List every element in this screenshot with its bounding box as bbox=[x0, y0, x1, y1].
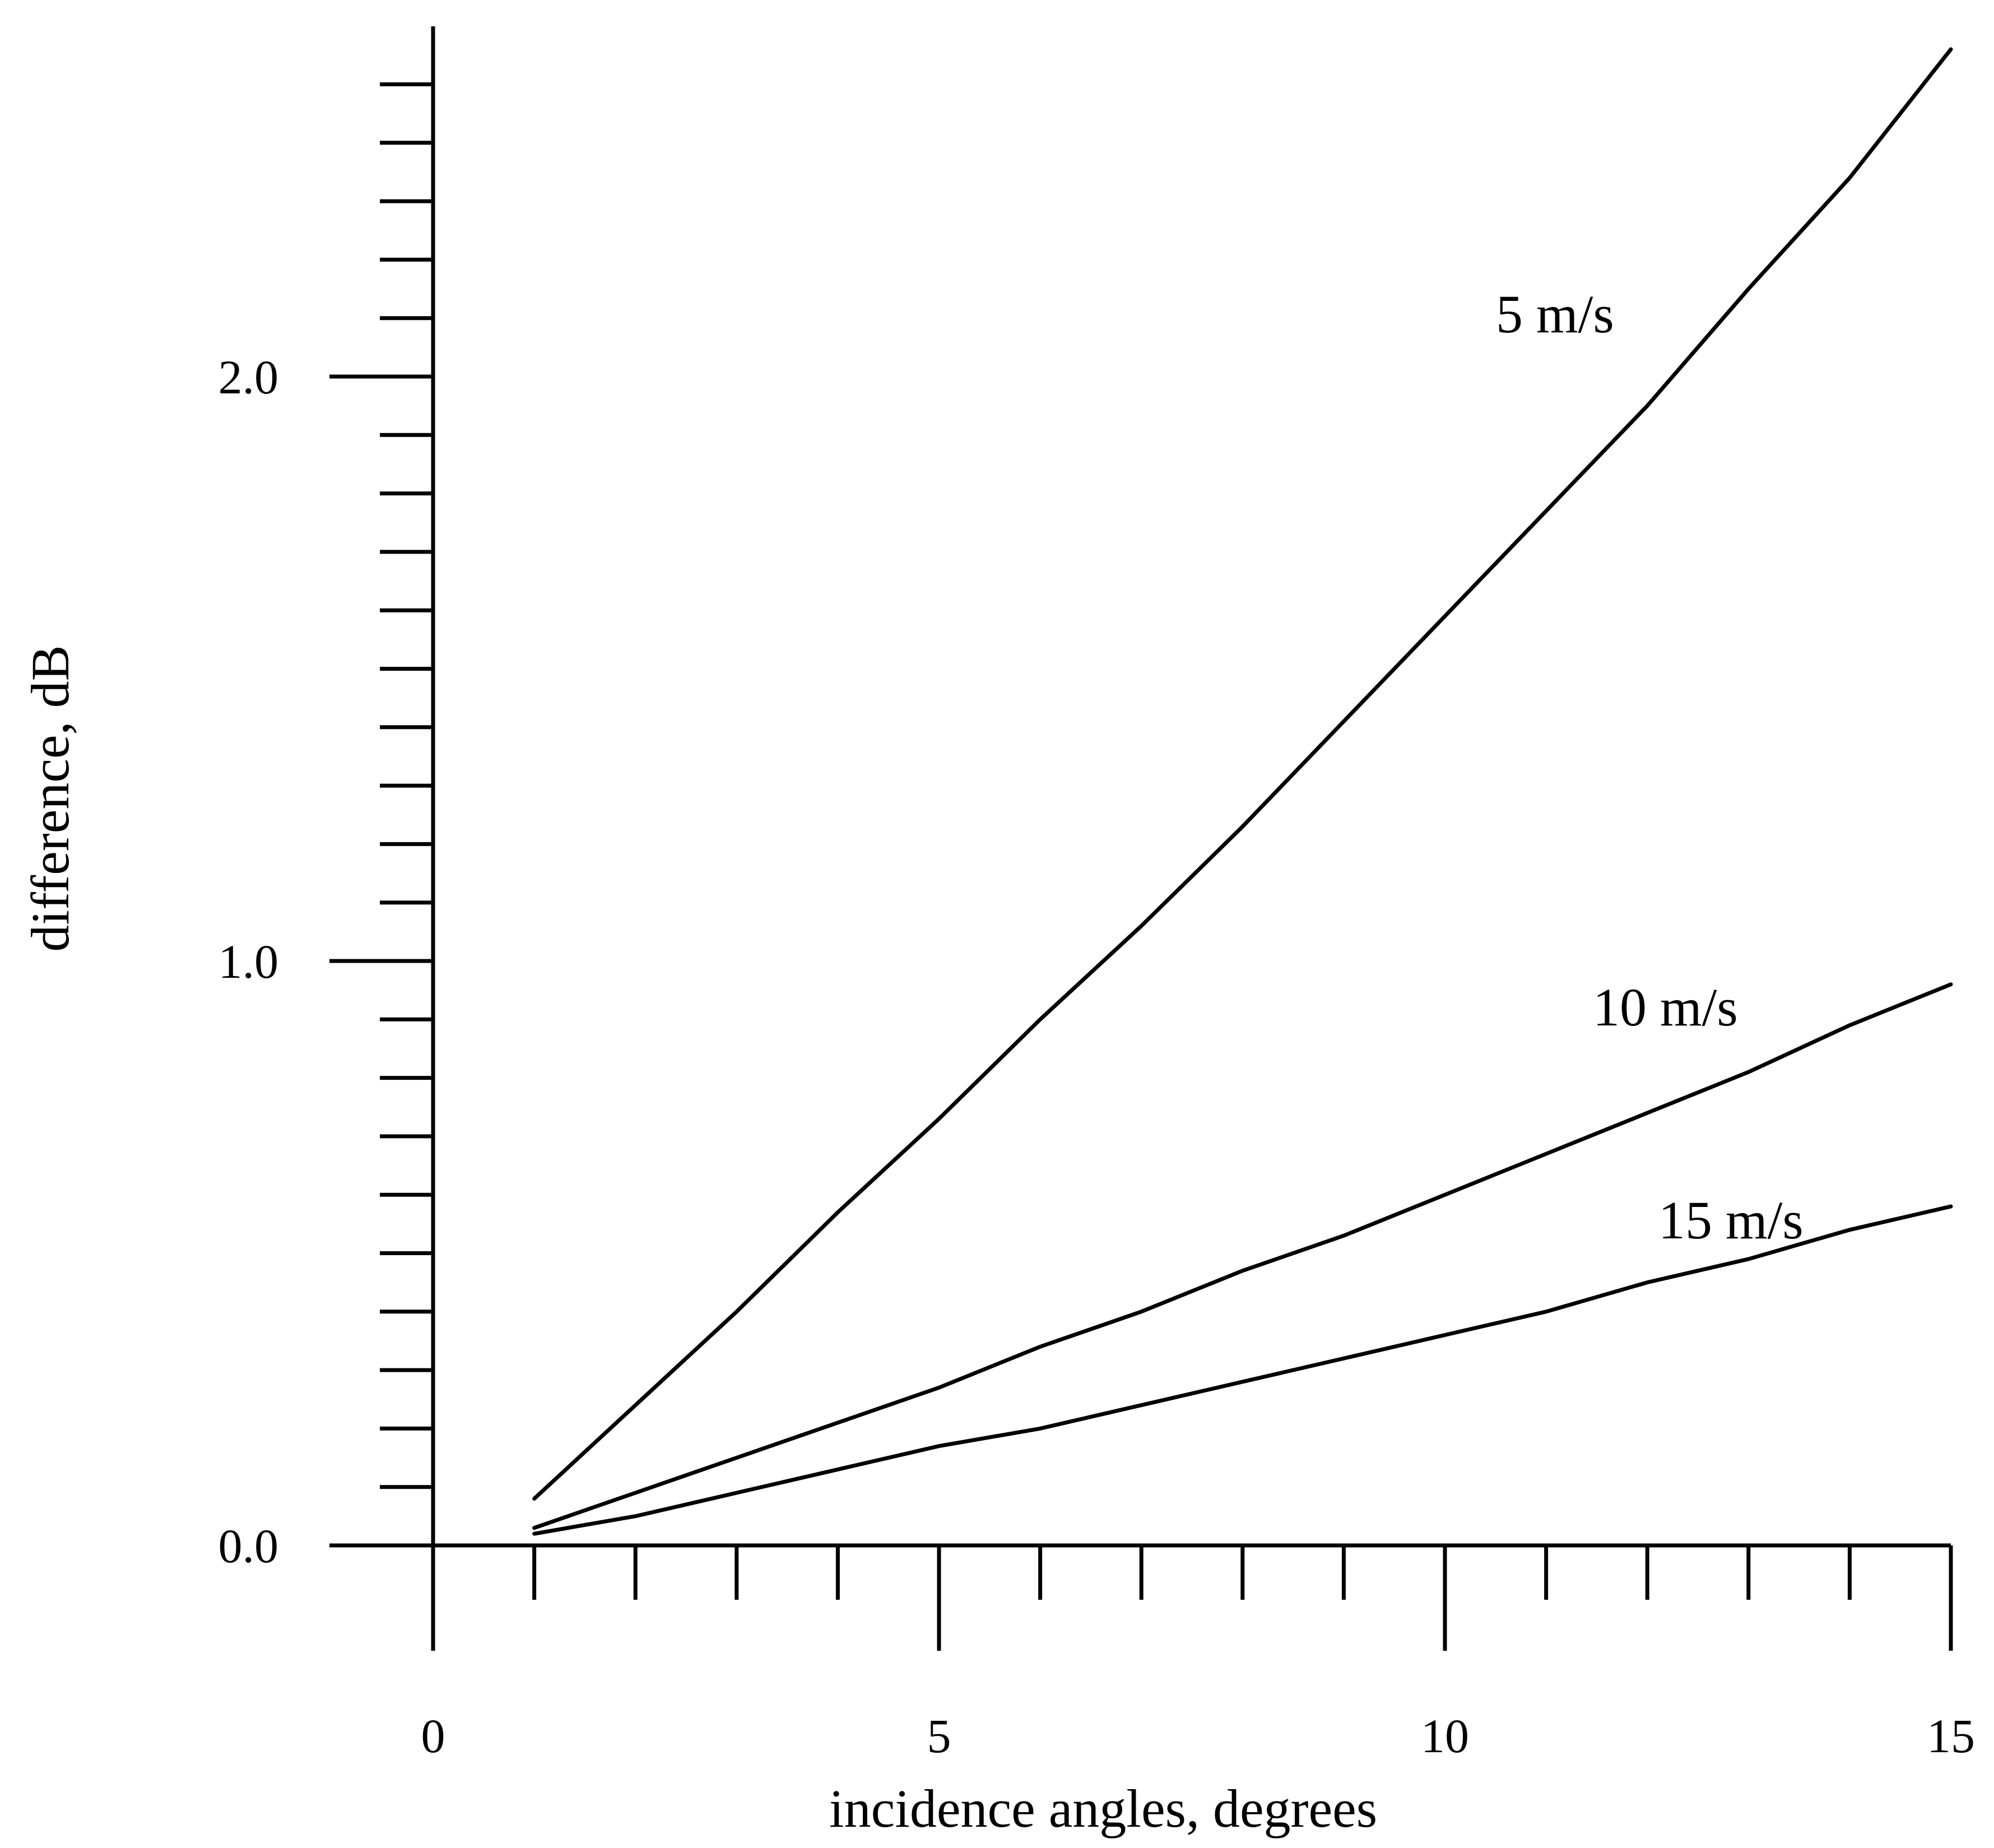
y-tick-label: 1.0 bbox=[219, 935, 279, 988]
series-lines bbox=[532, 47, 1953, 1536]
y-tick-labels: 0.0 1.0 2.0 bbox=[219, 350, 279, 1573]
x-tick-label: 5 bbox=[927, 1709, 951, 1763]
series-line-10-m-s bbox=[532, 982, 1953, 1530]
y-tick-label: 2.0 bbox=[219, 350, 279, 404]
x-tick-label: 15 bbox=[1927, 1709, 1975, 1763]
minor-ticks bbox=[329, 82, 1953, 1651]
x-tick-label: 0 bbox=[421, 1709, 445, 1763]
y-tick-label: 0.0 bbox=[219, 1519, 279, 1573]
series-line-15-m-s bbox=[532, 1204, 1953, 1536]
series-label: 15 m/s bbox=[1658, 1190, 1804, 1250]
series-label: 5 m/s bbox=[1496, 284, 1614, 344]
series-line-5-m-s bbox=[532, 47, 1953, 1501]
series-labels: 5 m/s 10 m/s 15 m/s bbox=[1496, 284, 1804, 1250]
x-tick-label: 10 bbox=[1421, 1709, 1469, 1763]
series-label: 10 m/s bbox=[1593, 977, 1738, 1037]
x-axis-title: incidence angles, degrees bbox=[829, 1779, 1377, 1838]
x-tick-labels: 0 5 10 15 bbox=[421, 1709, 1976, 1763]
y-axis-title: difference, dB bbox=[20, 645, 80, 951]
